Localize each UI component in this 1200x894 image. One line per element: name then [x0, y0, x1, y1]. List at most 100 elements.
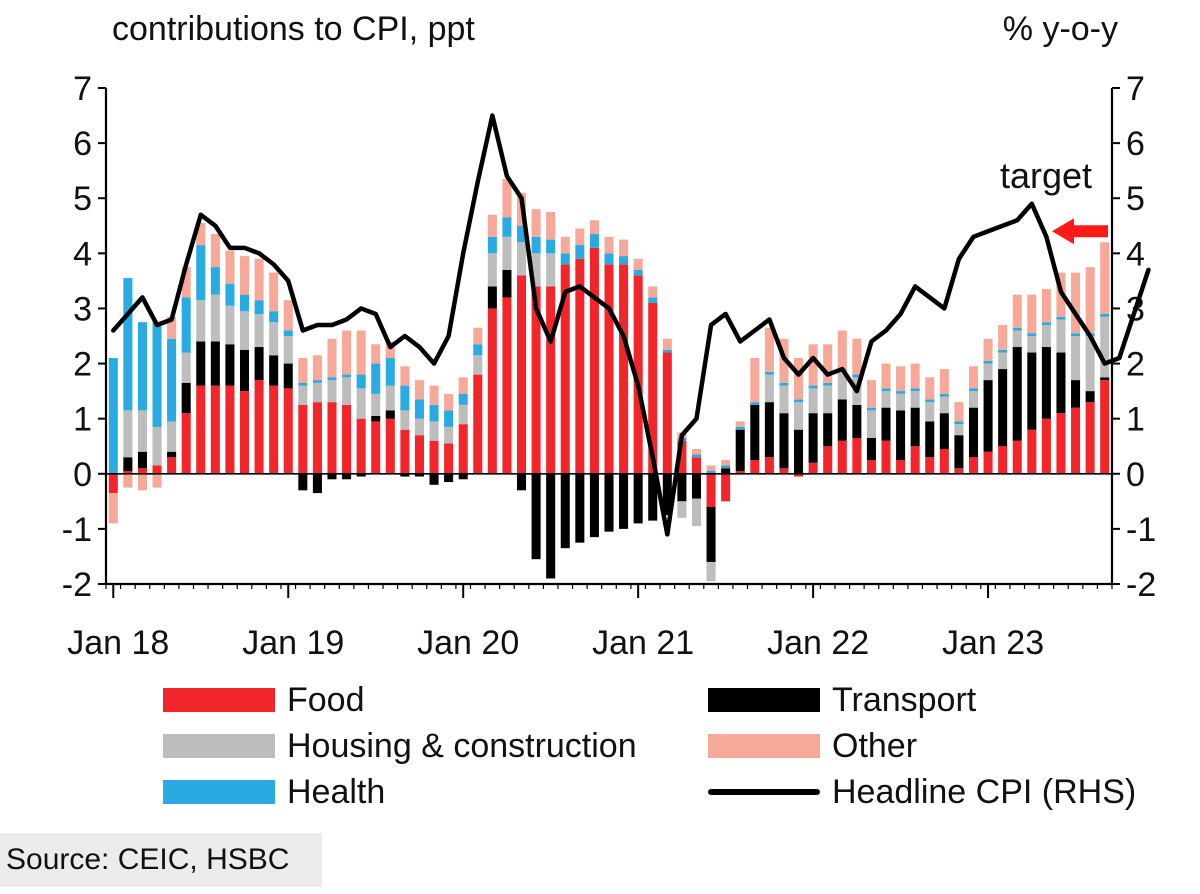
bar-health-3	[152, 322, 162, 427]
bar-transport-32	[575, 473, 585, 543]
bar-food-4	[167, 457, 177, 474]
bar-transport-30	[546, 473, 556, 579]
bar-housing-62	[1012, 330, 1022, 348]
target-label: target	[1000, 155, 1092, 196]
bar-health-24	[458, 393, 468, 405]
bar-health-22	[429, 404, 439, 422]
bar-transport-26	[487, 286, 497, 309]
bar-transport-62	[1012, 347, 1022, 441]
bar-health-47	[794, 399, 804, 403]
bar-transport-65	[1056, 352, 1066, 414]
bar-housing-21	[414, 418, 424, 436]
bar-other-60	[983, 338, 993, 361]
left-axis-title: contributions to CPI, ppt	[112, 10, 475, 48]
bar-other-44	[750, 358, 760, 403]
headline-line-group	[111, 113, 1151, 537]
bar-food-52	[866, 460, 876, 474]
bar-food-41	[706, 473, 716, 507]
bar-health-63	[1027, 333, 1037, 336]
bar-other-55	[910, 363, 920, 389]
bar-housing-5	[181, 352, 191, 383]
bar-housing-56	[925, 402, 935, 422]
bar-health-15	[327, 377, 337, 381]
bar-health-7	[210, 267, 220, 295]
bar-food-29	[531, 286, 541, 474]
bar-housing-1	[123, 410, 133, 458]
bar-food-32	[575, 258, 585, 474]
bar-health-25	[473, 344, 483, 356]
bar-other-19	[385, 341, 395, 359]
headline-cpi-line	[111, 113, 1151, 537]
xtick-label-0: Jan 18	[67, 624, 169, 662]
bar-housing-15	[327, 380, 337, 403]
bar-other-22	[429, 385, 439, 405]
bar-housing-39	[677, 501, 687, 518]
ytick-label-right-7: 5	[1126, 180, 1145, 218]
bar-food-56	[925, 457, 935, 474]
bar-health-20	[400, 385, 410, 411]
bar-other-10	[254, 258, 264, 301]
bar-food-27	[502, 297, 512, 474]
bar-other-51	[852, 338, 862, 375]
bar-health-65	[1056, 316, 1066, 320]
bar-health-5	[181, 297, 191, 353]
bar-other-18	[371, 344, 381, 364]
bar-transport-12	[283, 363, 293, 389]
ytick-label-right-8: 6	[1126, 125, 1145, 163]
bar-other-34	[604, 236, 614, 254]
bar-other-35	[619, 239, 629, 257]
bar-other-40	[691, 448, 701, 455]
bar-housing-10	[254, 313, 264, 348]
bar-transport-49	[823, 413, 833, 447]
bar-housing-12	[283, 336, 293, 364]
bar-other-17	[356, 330, 366, 375]
bar-transport-18	[371, 415, 381, 422]
bar-food-44	[750, 460, 760, 474]
bar-other-2	[137, 473, 147, 491]
bar-health-9	[239, 294, 250, 312]
bar-food-6	[196, 385, 206, 474]
bar-food-11	[269, 385, 279, 474]
bar-food-30	[546, 286, 556, 474]
bar-transport-21	[414, 473, 424, 477]
bar-other-13	[298, 358, 308, 383]
bar-other-64	[1041, 289, 1051, 323]
bar-health-11	[269, 311, 279, 323]
bar-housing-57	[939, 396, 949, 414]
ytick-label-right-0: -2	[1126, 566, 1156, 604]
bar-housing-9	[239, 311, 250, 350]
bar-health-10	[254, 300, 264, 314]
bar-housing-55	[910, 391, 920, 408]
ytick-label-left-9: 7	[73, 70, 92, 108]
ytick-label-right-1: -1	[1126, 511, 1156, 549]
bar-other-32	[575, 228, 585, 246]
ytick-label-right-6: 4	[1126, 235, 1145, 273]
bar-other-27	[502, 178, 512, 218]
bar-food-59	[968, 457, 979, 474]
bar-health-51	[852, 374, 862, 378]
bar-transport-60	[983, 380, 993, 452]
bar-other-47	[794, 358, 804, 400]
ytick-label-right-4: 2	[1126, 346, 1145, 384]
bar-food-39	[677, 440, 687, 474]
bar-health-55	[910, 388, 920, 392]
bar-other-48	[808, 344, 818, 386]
bar-health-42	[721, 465, 731, 469]
bar-health-56	[925, 399, 935, 403]
bar-other-11	[269, 272, 279, 312]
target-annotation: target	[1000, 155, 1108, 245]
bar-health-46	[779, 382, 789, 386]
bar-other-58	[954, 402, 964, 422]
bar-transport-36	[633, 473, 643, 524]
bar-housing-59	[968, 391, 979, 408]
bar-transport-58	[954, 435, 964, 469]
bar-health-26	[487, 236, 497, 254]
bar-health-23	[444, 410, 454, 427]
bar-housing-14	[312, 382, 322, 403]
bar-housing-22	[429, 421, 439, 441]
ytick-label-left-7: 5	[73, 180, 92, 218]
bar-transport-43	[735, 429, 745, 472]
bar-health-18	[371, 363, 381, 394]
bar-food-68	[1100, 380, 1110, 474]
